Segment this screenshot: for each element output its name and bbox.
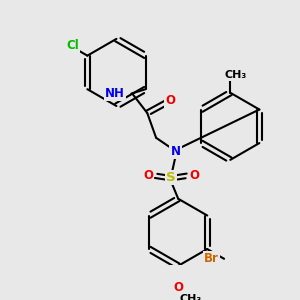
- Text: O: O: [189, 169, 199, 182]
- Text: O: O: [143, 169, 153, 182]
- Text: NH: NH: [105, 87, 125, 100]
- Text: O: O: [173, 280, 183, 294]
- Text: N: N: [170, 145, 181, 158]
- Text: CH₃: CH₃: [179, 294, 202, 300]
- Text: CH₃: CH₃: [224, 70, 247, 80]
- Text: Br: Br: [204, 252, 219, 265]
- Text: O: O: [165, 94, 175, 107]
- Text: S: S: [166, 171, 176, 184]
- Text: Cl: Cl: [66, 39, 79, 52]
